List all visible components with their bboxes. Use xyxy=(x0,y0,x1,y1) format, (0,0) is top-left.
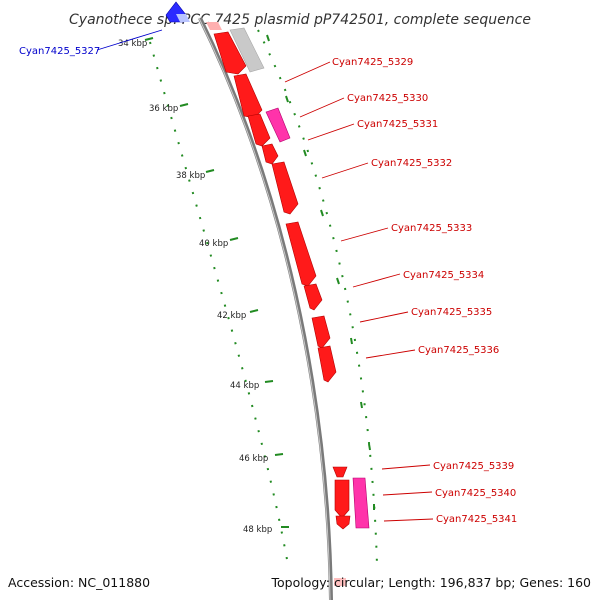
tick-label: 44 kbp xyxy=(230,381,259,391)
tick-mark xyxy=(266,34,270,42)
gene-cds-feature[interactable] xyxy=(285,221,317,287)
callout-line xyxy=(96,29,163,51)
callout-line xyxy=(284,61,331,83)
callout-lines xyxy=(96,29,434,522)
callout-line xyxy=(321,162,369,179)
tick-label: 40 kbp xyxy=(199,239,228,249)
tick-label: 46 kbp xyxy=(239,454,268,464)
gene-label-cyan7425-5336[interactable]: Cyan7425_5336 xyxy=(418,345,499,356)
gene-label-cyan7425-5332[interactable]: Cyan7425_5332 xyxy=(371,158,452,169)
gene-cyan7425-5341-feature[interactable] xyxy=(335,515,351,530)
callout-line xyxy=(365,349,416,359)
tick-mark xyxy=(274,453,284,456)
tick-mark xyxy=(350,337,353,345)
gene-cds-feature[interactable] xyxy=(261,143,279,165)
gene-labels: Cyan7425_5327 Cyan7425_5329 Cyan7425_533… xyxy=(19,46,517,525)
gene-label-cyan7425-5340[interactable]: Cyan7425_5340 xyxy=(435,488,516,499)
callout-line xyxy=(352,273,401,288)
gene-cds-feature[interactable] xyxy=(311,315,331,349)
tick-label: 42 kbp xyxy=(217,311,246,321)
gene-cds-feature[interactable] xyxy=(271,161,299,215)
gene-cds-feature[interactable] xyxy=(303,283,323,311)
tick-mark xyxy=(336,277,340,285)
tick-mark xyxy=(303,149,307,157)
tick-mark xyxy=(229,237,239,241)
outer-ruler xyxy=(149,41,289,566)
map-title: Cyanothece sp. PCC 7425 plasmid pP742501… xyxy=(69,12,531,28)
gene-label-cyan7425-5341[interactable]: Cyan7425_5341 xyxy=(436,514,517,525)
gene-cds-feature[interactable] xyxy=(233,73,263,119)
tick-label: 36 kbp xyxy=(149,104,178,114)
gene-other-feature[interactable] xyxy=(229,27,265,73)
tick-mark xyxy=(179,103,189,107)
gene-cyan7425-5340-feature[interactable] xyxy=(334,479,350,519)
gene-pseudo-feature[interactable] xyxy=(352,477,370,529)
topology-text: Topology: circular; Length: 196,837 bp; … xyxy=(271,575,592,590)
gene-label-cyan7425-5334[interactable]: Cyan7425_5334 xyxy=(403,270,484,281)
gene-label-cyan7425-5327[interactable]: Cyan7425_5327 xyxy=(19,46,100,57)
callout-line xyxy=(359,311,409,323)
gene-fragment-feature xyxy=(206,22,222,30)
callout-line xyxy=(382,491,433,496)
callout-line xyxy=(299,97,345,118)
tick-label: 34 kbp xyxy=(118,39,147,49)
gene-label-cyan7425-5333[interactable]: Cyan7425_5333 xyxy=(391,223,472,234)
gene-cds-feature[interactable] xyxy=(247,113,271,147)
tick-label: 38 kbp xyxy=(176,171,205,181)
gene-label-cyan7425-5331[interactable]: Cyan7425_5331 xyxy=(357,119,438,130)
backbone-highlight xyxy=(198,17,331,600)
callout-line xyxy=(340,227,389,242)
accession-text: Accession: NC_011880 xyxy=(8,575,150,590)
callout-line xyxy=(307,123,355,141)
forward-cds-group xyxy=(213,31,351,530)
gene-label-cyan7425-5339[interactable]: Cyan7425_5339 xyxy=(433,461,514,472)
tick-mark xyxy=(360,401,363,409)
ruler-ticks: 34 kbp 36 kbp 38 kbp 40 kbp 42 kbp 44 kb… xyxy=(118,37,289,535)
tick-mark xyxy=(368,443,371,451)
gene-cds-feature[interactable] xyxy=(317,345,337,383)
gene-label-cyan7425-5329[interactable]: Cyan7425_5329 xyxy=(332,57,413,68)
callout-line xyxy=(383,518,434,522)
tick-mark xyxy=(320,209,324,217)
inner-ruler-marks xyxy=(266,34,375,510)
tick-label: 48 kbp xyxy=(243,525,272,535)
tick-mark xyxy=(249,309,259,313)
fragment-marker xyxy=(334,578,346,586)
gene-cyan7425-5339-feature[interactable] xyxy=(332,466,348,478)
tick-mark xyxy=(144,37,154,41)
callout-line xyxy=(381,464,431,470)
gene-cyan7425-5327-shadow xyxy=(176,14,190,22)
backbone-arc xyxy=(198,17,333,600)
tick-mark xyxy=(264,380,274,383)
gene-cyan7425-5330-feature[interactable] xyxy=(265,107,291,143)
tick-mark xyxy=(285,95,289,103)
gene-label-cyan7425-5335[interactable]: Cyan7425_5335 xyxy=(411,307,492,318)
gene-cds-feature[interactable] xyxy=(213,31,247,75)
tick-mark xyxy=(205,169,215,173)
gene-label-cyan7425-5330[interactable]: Cyan7425_5330 xyxy=(347,93,428,104)
